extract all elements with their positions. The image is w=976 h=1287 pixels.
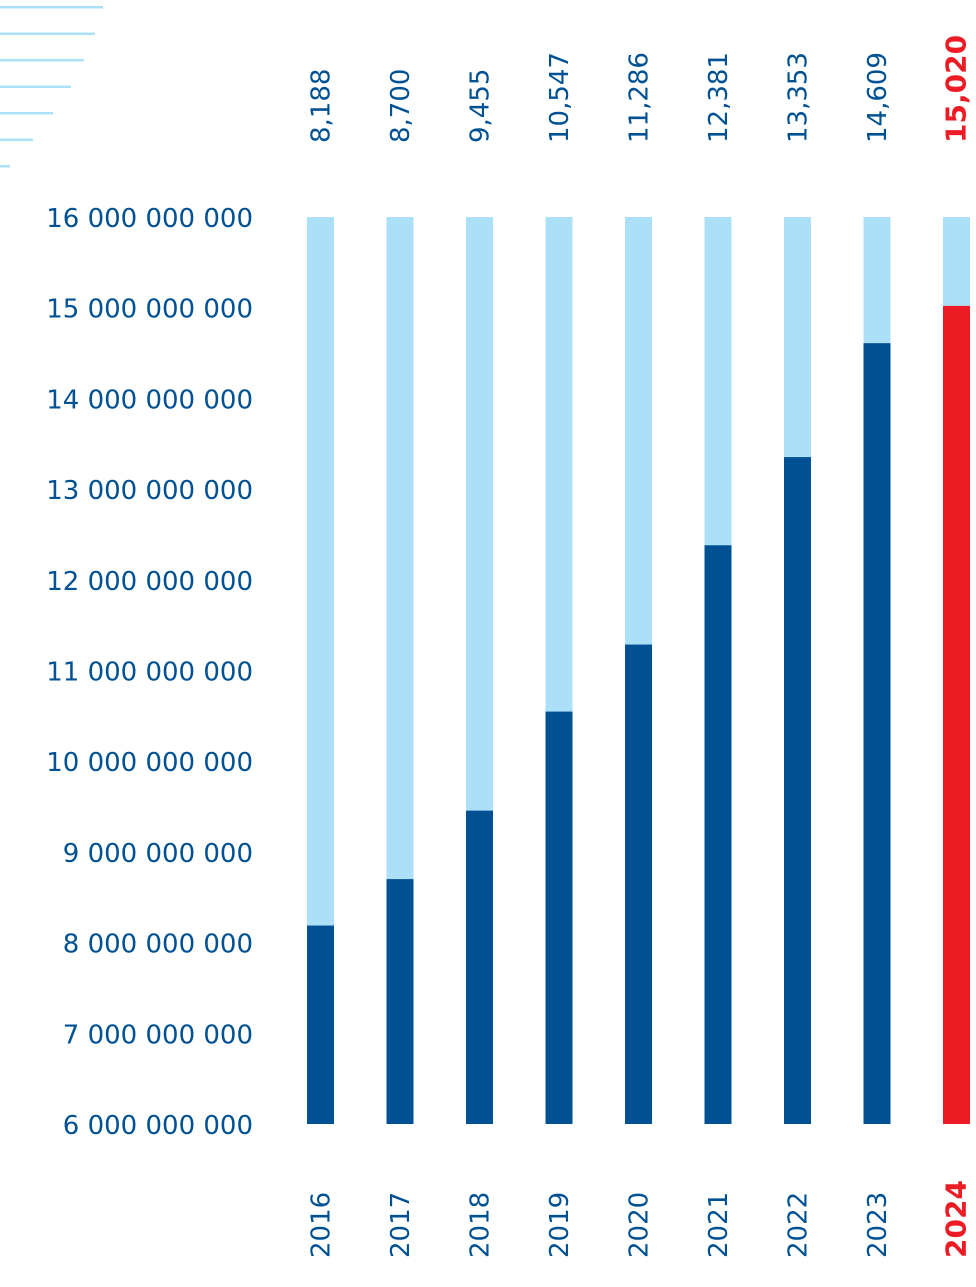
x-category-label: 2017 [386, 1192, 416, 1258]
x-category-label: 2024 [940, 1180, 973, 1258]
bar [466, 810, 493, 1124]
decorative-stripe [0, 85, 71, 88]
x-category-label: 2016 [307, 1192, 337, 1258]
bar-value-label: 10,547 [545, 52, 575, 143]
bar-value-label: 14,609 [863, 52, 893, 143]
x-category-label: 2018 [466, 1192, 496, 1258]
bar [704, 545, 732, 1124]
decorative-stripe [0, 112, 53, 115]
decorative-stripe [0, 165, 10, 168]
bar-value-label: 12,381 [704, 52, 734, 143]
y-tick-label: 10 000 000 000 [46, 748, 253, 778]
decorative-stripe [0, 32, 95, 35]
y-tick-label: 7 000 000 000 [63, 1020, 253, 1050]
x-category-label: 2023 [863, 1192, 893, 1258]
y-tick-label: 11 000 000 000 [46, 658, 253, 688]
decorative-stripe [0, 59, 84, 62]
bar [545, 711, 573, 1124]
bar-value-label: 15,020 [940, 35, 973, 143]
bar [307, 925, 334, 1124]
x-category-label: 2019 [545, 1192, 575, 1258]
bar-value-label: 13,353 [784, 52, 814, 143]
y-tick-label: 12 000 000 000 [46, 567, 253, 597]
decorative-stripe [0, 138, 33, 141]
decorative-stripe [0, 6, 103, 9]
bar-value-label: 8,188 [307, 69, 337, 143]
y-tick-label: 8 000 000 000 [63, 930, 253, 960]
bar [386, 879, 414, 1124]
y-tick-label: 9 000 000 000 [63, 839, 253, 869]
bar [784, 457, 811, 1124]
y-tick-label: 14 000 000 000 [46, 385, 253, 415]
y-tick-label: 16 000 000 000 [46, 204, 253, 234]
bar [863, 343, 891, 1124]
bar-value-label: 11,286 [625, 52, 655, 143]
y-tick-label: 13 000 000 000 [46, 476, 253, 506]
bar-value-label: 9,455 [466, 69, 496, 143]
x-category-label: 2020 [625, 1192, 655, 1258]
y-tick-label: 15 000 000 000 [46, 295, 253, 325]
bar [625, 644, 652, 1124]
y-tick-label: 6 000 000 000 [63, 1111, 253, 1141]
bar-highlight [943, 305, 970, 1124]
x-category-label: 2021 [704, 1192, 734, 1258]
x-category-label: 2022 [784, 1192, 814, 1258]
bar-value-label: 8,700 [386, 69, 416, 143]
